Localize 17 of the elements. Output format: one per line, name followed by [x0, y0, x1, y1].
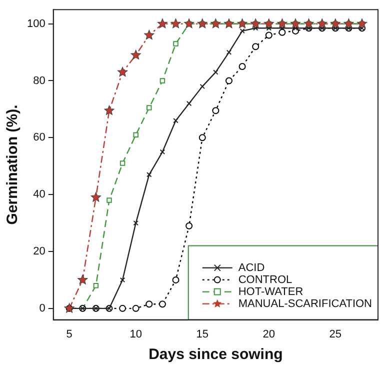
legend-label: ACID [238, 262, 265, 274]
y-axis-title: Germination (%). [4, 104, 22, 225]
legend-label: HOT-WATER [238, 286, 304, 298]
y-tick-label: 20 [33, 246, 46, 258]
y-tick-label: 60 [33, 132, 46, 144]
x-tick-label: 15 [196, 328, 208, 340]
y-tick-label: 80 [33, 74, 46, 87]
legend-label: CONTROL [238, 274, 292, 286]
y-tick-label: 100 [26, 18, 46, 30]
x-tick-label: 20 [262, 328, 276, 340]
y-tick-label: 40 [33, 188, 46, 201]
y-tick-label: 0 [39, 302, 46, 314]
x-axis-title: Days since sowing [148, 346, 283, 364]
x-tick-label: 5 [66, 328, 72, 340]
x-tick-label: 10 [130, 328, 142, 340]
x-tick-label: 25 [329, 328, 342, 340]
legend-label: MANUAL-SCARIFICATION [238, 298, 372, 310]
